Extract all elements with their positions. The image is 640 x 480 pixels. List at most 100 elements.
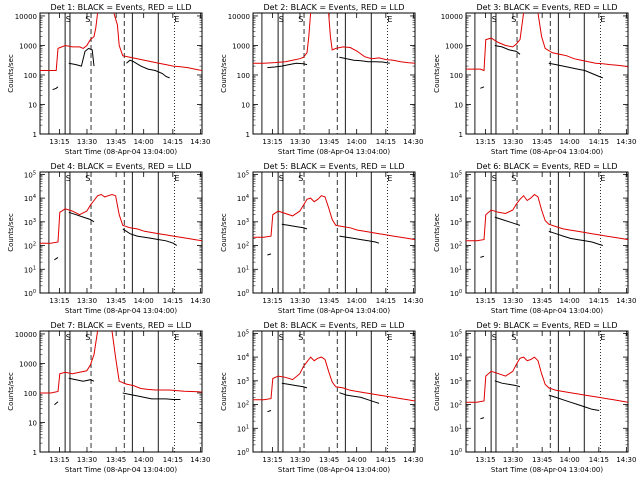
x-axis-label: Start Time (08-Apr-04 13:04:00) xyxy=(65,148,177,156)
x-tick-label: 13:30 xyxy=(503,297,523,305)
y-tick-label: 100 xyxy=(24,72,37,80)
event-marker-label: S xyxy=(511,174,516,183)
plot-frame xyxy=(39,330,203,453)
y-tick-label: 101 xyxy=(237,265,249,274)
events-series-line xyxy=(281,382,308,389)
series-group xyxy=(466,13,628,89)
y-tick-exponent: 5 xyxy=(459,170,462,176)
series-group xyxy=(253,195,415,256)
y-tick-label: 101 xyxy=(237,424,249,433)
event-marker-label: S xyxy=(85,333,90,342)
x-tick-label: 14:30 xyxy=(403,297,423,305)
event-marker-label: E xyxy=(387,15,392,24)
y-tick-exponent: 2 xyxy=(459,401,462,407)
y-tick-label: 10 xyxy=(454,101,463,109)
y-tick-label: 102 xyxy=(450,401,462,410)
plot-title: Det 1: BLACK = Events, RED = LLD xyxy=(51,3,192,12)
x-tick-label: 13:45 xyxy=(106,297,126,305)
event-marker-label: S xyxy=(66,15,71,24)
y-tick-label: 104 xyxy=(237,194,249,203)
lld-series-line xyxy=(253,195,415,241)
x-axis-label: Start Time (08-Apr-04 13:04:00) xyxy=(491,307,603,315)
plot-panel-5: Det 5: BLACK = Events, RED = LLD Counts/s… xyxy=(220,162,423,315)
plot-frame xyxy=(252,12,416,135)
series-group xyxy=(40,13,202,91)
y-tick-exponent: 0 xyxy=(246,289,249,295)
x-tick-label: 14:15 xyxy=(589,138,609,146)
x-tick-label: 13:30 xyxy=(503,456,523,464)
lld-series-line xyxy=(40,331,99,394)
y-tick-exponent: 2 xyxy=(246,242,249,248)
series-group xyxy=(253,356,415,413)
series-group xyxy=(40,193,202,261)
plot-title: Det 7: BLACK = Events, RED = LLD xyxy=(51,321,192,330)
y-tick-label: 100 xyxy=(24,390,37,398)
y-tick-exponent: 1 xyxy=(459,265,462,271)
lld-series-line xyxy=(466,13,525,72)
x-tick-label: 13:30 xyxy=(290,138,310,146)
events-series-line xyxy=(494,380,521,388)
x-axis-label: Start Time (08-Apr-04 13:04:00) xyxy=(278,307,390,315)
x-tick-label: 13:45 xyxy=(532,456,552,464)
plot-frame xyxy=(252,171,416,294)
x-tick-label: 14:00 xyxy=(560,138,580,146)
x-tick-label: 13:15 xyxy=(49,456,69,464)
x-tick-label: 14:15 xyxy=(376,456,396,464)
y-tick-label: 10000 xyxy=(15,331,37,339)
x-tick-label: 13:45 xyxy=(106,138,126,146)
y-tick-exponent: 3 xyxy=(459,377,462,383)
y-tick-exponent: 3 xyxy=(246,218,249,224)
y-tick-label: 1000 xyxy=(19,42,37,50)
y-tick-label: 100 xyxy=(237,448,249,457)
event-marker-label: S xyxy=(85,174,90,183)
y-tick-exponent: 5 xyxy=(246,329,249,335)
y-tick-exponent: 3 xyxy=(459,218,462,224)
plot-frame xyxy=(252,330,416,453)
plot-frame xyxy=(465,330,629,453)
y-tick-label: 105 xyxy=(237,170,249,179)
x-tick-label: 14:30 xyxy=(190,138,210,146)
x-tick-label: 13:30 xyxy=(77,138,97,146)
plot-title: Det 4: BLACK = Events, RED = LLD xyxy=(51,162,192,171)
x-tick-label: 13:15 xyxy=(49,138,69,146)
y-tick-exponent: 1 xyxy=(246,265,249,271)
event-marker-label: E xyxy=(600,15,605,24)
event-marker-label: S xyxy=(279,15,284,24)
y-tick-label: 102 xyxy=(450,242,462,251)
y-tick-label: 10000 xyxy=(15,13,37,21)
events-series-line xyxy=(68,377,95,382)
events-series-line xyxy=(122,228,178,246)
plot-panel-8: Det 8: BLACK = Events, RED = LLD Counts/s… xyxy=(220,321,423,474)
lld-series-line xyxy=(111,331,202,393)
y-tick-label: 104 xyxy=(450,194,462,203)
y-tick-label: 1000 xyxy=(232,42,250,50)
events-series-line xyxy=(267,253,272,256)
y-tick-exponent: 1 xyxy=(246,424,249,430)
y-tick-exponent: 5 xyxy=(246,170,249,176)
y-tick-exponent: 0 xyxy=(33,289,36,295)
plot-panel-6: Det 6: BLACK = Events, RED = LLD Counts/s… xyxy=(433,162,636,315)
x-tick-label: 14:30 xyxy=(190,297,210,305)
y-tick-exponent: 4 xyxy=(33,194,36,200)
events-series-line xyxy=(126,59,170,79)
y-tick-label: 105 xyxy=(24,170,36,179)
plot-panel-9: Det 9: BLACK = Events, RED = LLD Counts/s… xyxy=(433,321,636,474)
events-series-line xyxy=(548,62,603,79)
x-tick-label: 14:15 xyxy=(163,456,183,464)
y-tick-exponent: 5 xyxy=(459,329,462,335)
y-axis-label: Counts/sec xyxy=(433,372,441,411)
x-tick-label: 13:15 xyxy=(49,297,69,305)
x-tick-label: 13:45 xyxy=(319,297,339,305)
x-tick-label: 14:30 xyxy=(403,456,423,464)
event-marker-label: S xyxy=(298,15,303,24)
x-tick-label: 14:15 xyxy=(376,138,396,146)
y-tick-label: 1 xyxy=(246,131,250,139)
x-tick-label: 14:30 xyxy=(616,138,636,146)
y-tick-label: 100 xyxy=(450,289,462,298)
event-marker-label: E xyxy=(387,333,392,342)
plot-title: Det 2: BLACK = Events, RED = LLD xyxy=(264,3,405,12)
plot-title: Det 5: BLACK = Events, RED = LLD xyxy=(264,162,405,171)
x-axis-label: Start Time (08-Apr-04 13:04:00) xyxy=(491,148,603,156)
event-marker-label: S xyxy=(492,333,497,342)
x-tick-label: 14:00 xyxy=(560,456,580,464)
